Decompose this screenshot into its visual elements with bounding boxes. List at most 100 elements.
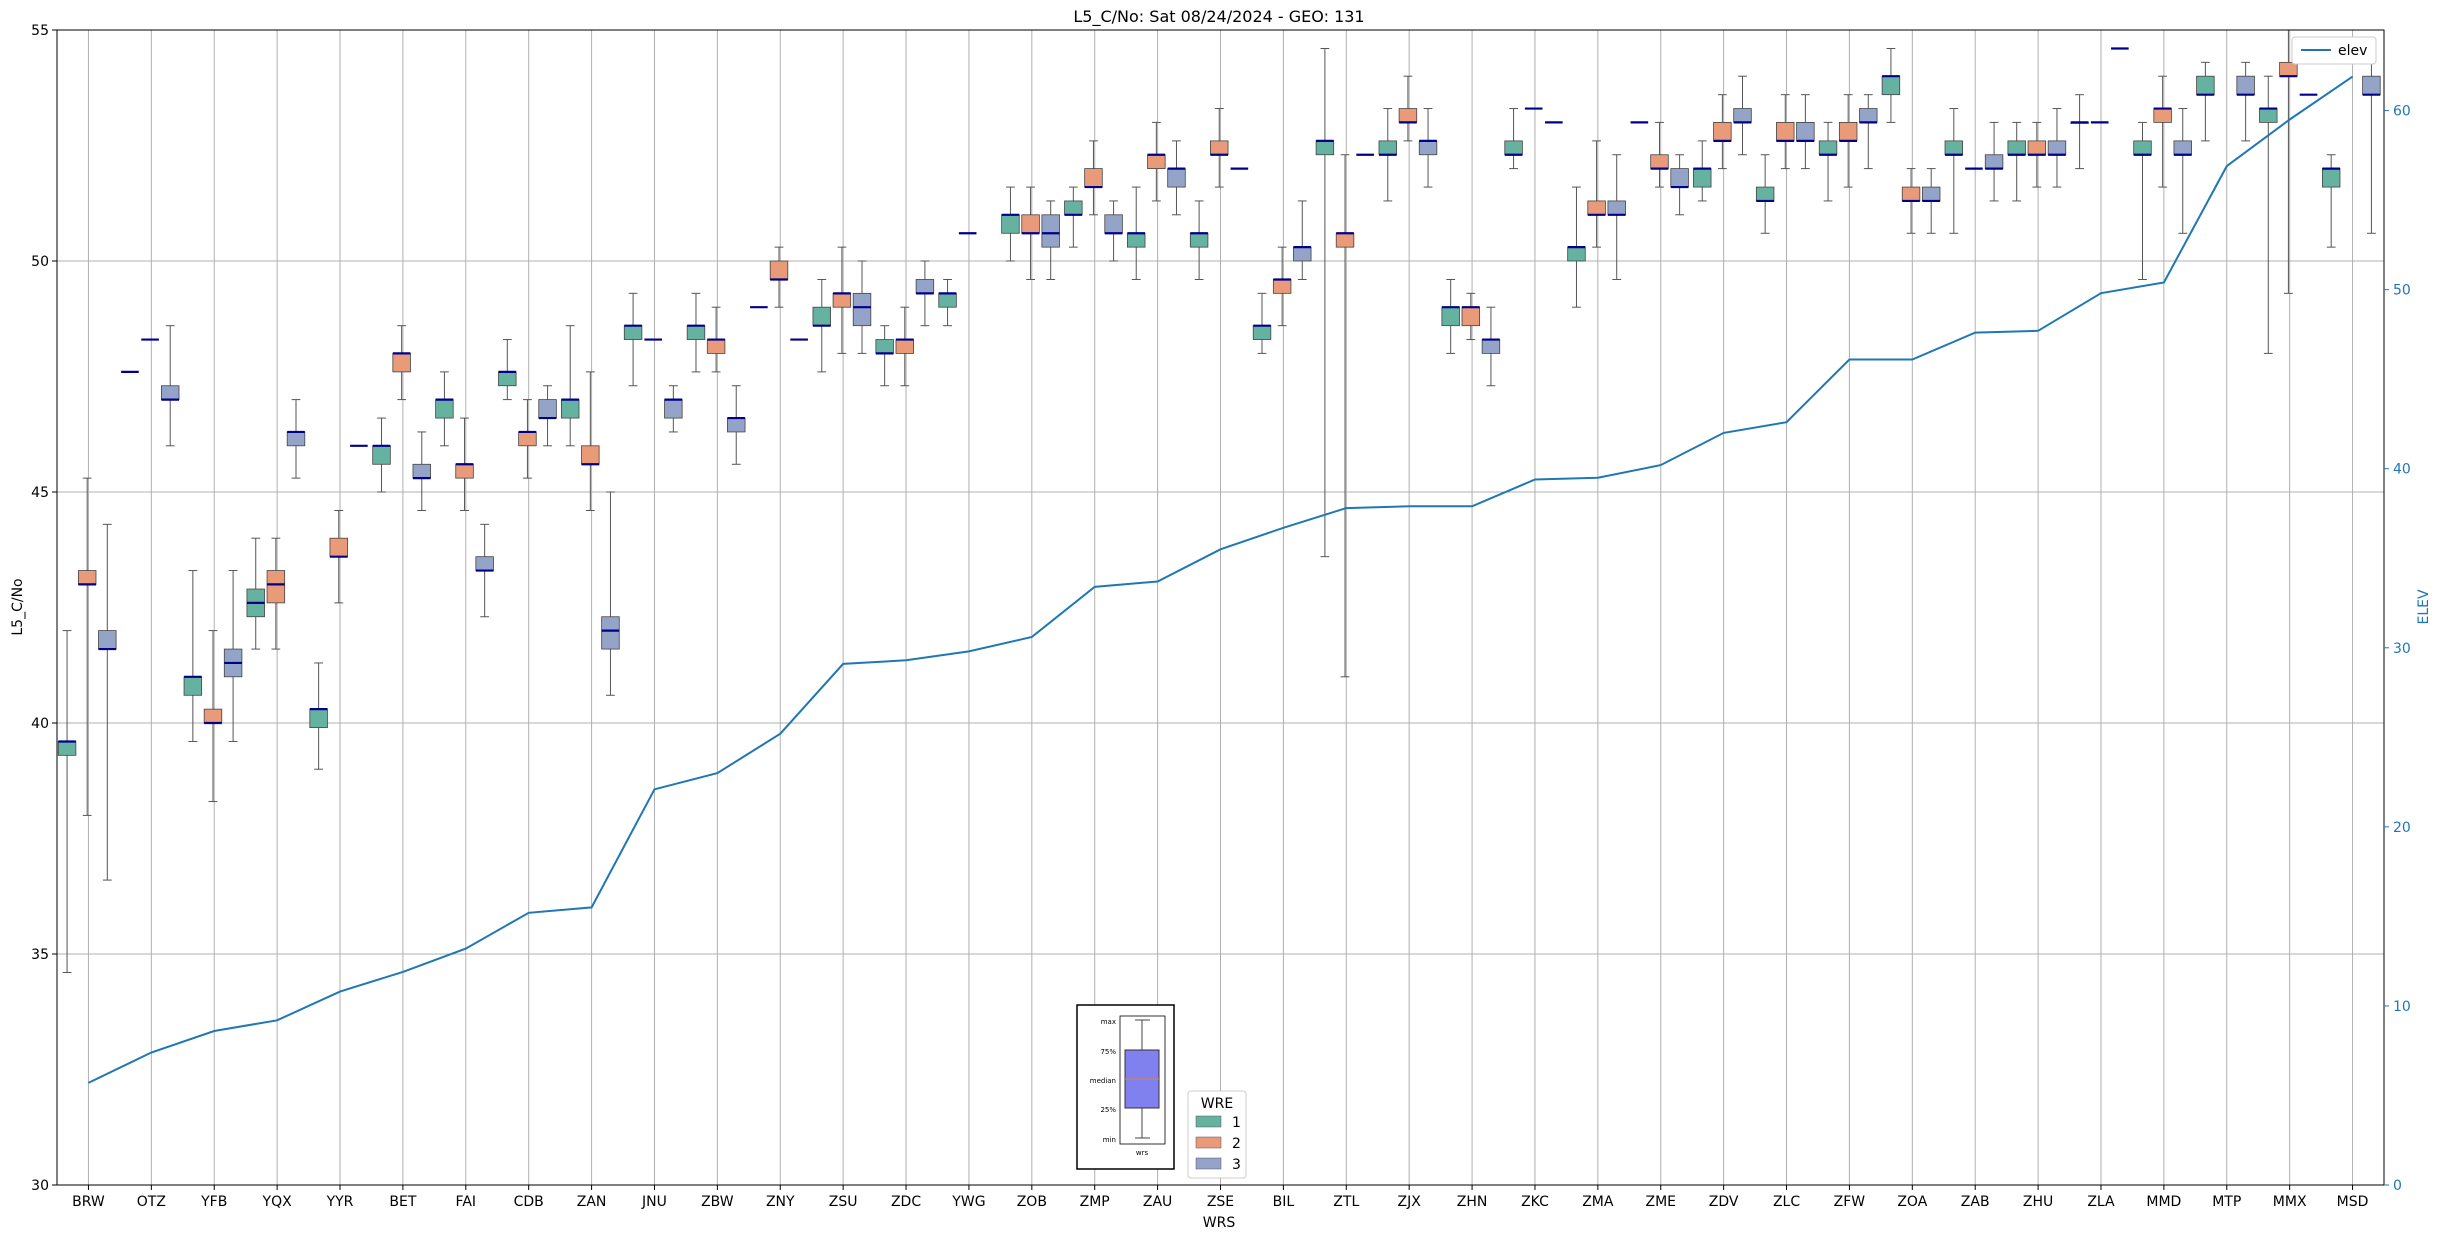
elev-legend: elev: [2291, 36, 2377, 65]
box-wre-2: [2027, 121, 2047, 188]
box-iqr: [435, 399, 454, 419]
right-y-axis: 0 10 20 30 40 50 60: [2384, 104, 2411, 1194]
box-wre-1: [812, 278, 831, 373]
box-wre-2: [1650, 121, 1669, 188]
box-wre-2: [2279, 29, 2298, 294]
box-iqr: [686, 325, 706, 340]
box-iqr: [1776, 122, 1795, 142]
box-iqr: [57, 741, 77, 756]
box-wre-2: [455, 417, 474, 511]
box-wre-1: [57, 630, 77, 973]
box-wre-2: [203, 630, 223, 803]
box-iqr: [875, 339, 894, 354]
box-iqr: [203, 708, 223, 724]
box-iqr: [1984, 154, 2004, 170]
x-tick-label: YWG: [951, 1194, 985, 1210]
box-iqr: [538, 399, 557, 419]
x-tick-label: BIL: [1273, 1194, 1295, 1210]
box-wre-2: [769, 246, 789, 308]
box-wre-2: [581, 371, 600, 511]
box-wre-3: [475, 523, 494, 618]
box-key-median: median: [1090, 1077, 1116, 1085]
x-tick-label: ZLA: [2087, 1194, 2115, 1210]
box-iqr: [1252, 325, 1272, 340]
box-plot-layer: [57, 29, 2381, 973]
wre-legend-swatch-2: [1195, 1136, 1222, 1149]
x-tick-label: ZAU: [1143, 1194, 1172, 1210]
box-wre-2: [895, 306, 914, 387]
box-iqr: [1713, 122, 1732, 142]
wre-legend: WRE 1 2 3: [1187, 1090, 1247, 1179]
y-tick-label: 30: [31, 1178, 49, 1194]
box-iqr: [1441, 306, 1460, 327]
box-iqr: [2007, 140, 2026, 156]
y-tick-label: 55: [31, 23, 49, 39]
box-iqr: [1335, 232, 1355, 248]
box-wre-1: [2259, 75, 2278, 354]
box-iqr: [1041, 214, 1060, 248]
box-wre-2: [1838, 94, 1858, 188]
box-wre-1: [2070, 94, 2089, 170]
box-iqr: [1127, 232, 1146, 248]
box-wre-1: [1881, 47, 1901, 123]
y-axis-label: L5_C/No: [10, 578, 26, 635]
box-wre-3: [1921, 168, 1941, 234]
box-iqr: [1398, 108, 1418, 123]
y2-tick-label: 60: [2393, 104, 2411, 120]
box-key-min: min: [1103, 1136, 1116, 1144]
box-wre-3: [412, 431, 431, 511]
y-tick-label: 40: [31, 716, 49, 732]
x-tick-label: ZTL: [1333, 1194, 1359, 1210]
box-wre-1: [875, 325, 894, 387]
x-axis-label: WRS: [1203, 1215, 1236, 1231]
box-key-q1: 25%: [1100, 1106, 1116, 1114]
x-tick-label: YFB: [200, 1194, 227, 1210]
box-wre-3: [2236, 61, 2255, 142]
box-iqr: [1064, 200, 1083, 216]
wre-legend-swatch-3: [1195, 1157, 1222, 1170]
box-wre-1: [560, 325, 580, 447]
box-iqr: [1650, 154, 1669, 170]
y2-tick-label: 20: [2393, 820, 2411, 836]
x-tick-label: ZDV: [1709, 1194, 1739, 1210]
box-wre-3: [1481, 306, 1501, 387]
x-tick-label: ZBW: [701, 1194, 734, 1210]
box-wre-3: [2173, 108, 2192, 234]
box-iqr: [329, 537, 348, 558]
box-iqr: [77, 570, 97, 585]
wre-legend-label-3: 3: [1232, 1157, 1241, 1173]
box-iqr: [455, 463, 474, 479]
box-iqr: [1587, 200, 1606, 216]
box-wre-2: [518, 399, 537, 479]
wre-legend-title: WRE: [1201, 1096, 1233, 1112]
box-iqr: [1167, 168, 1186, 188]
box-iqr: [266, 570, 286, 604]
box-wre-1: [309, 662, 328, 770]
box-iqr: [2362, 75, 2381, 96]
box-wre-2: [1901, 168, 1921, 234]
box-iqr: [1189, 232, 1209, 248]
box-iqr: [812, 306, 831, 327]
grid-lines: [57, 29, 2384, 1186]
box-wre-1: [183, 570, 203, 742]
box-iqr: [1733, 108, 1752, 123]
x-tick-label: ZNY: [766, 1194, 795, 1210]
x-tick-label: YYR: [326, 1194, 354, 1210]
box-wre-2: [1776, 94, 1795, 170]
x-tick-label: ZOB: [1017, 1194, 1047, 1210]
x-tick-label: ZMP: [1080, 1194, 1110, 1210]
box-wre-1: [1252, 292, 1272, 354]
box-wre-1: [498, 339, 517, 401]
box-iqr: [518, 431, 537, 447]
x-tick-label: FAI: [456, 1194, 476, 1210]
elev-legend-label: elev: [2338, 43, 2367, 59]
box-wre-3: [538, 385, 557, 447]
box-wre-3: [601, 491, 620, 696]
box-iqr: [852, 292, 872, 327]
box-wre-1: [1693, 140, 1712, 202]
box-iqr: [1084, 168, 1103, 188]
box-iqr: [2196, 75, 2215, 96]
box-wre-1: [1567, 186, 1586, 308]
x-tick-label: BET: [389, 1194, 416, 1210]
x-tick-label: MSD: [2337, 1194, 2369, 1210]
